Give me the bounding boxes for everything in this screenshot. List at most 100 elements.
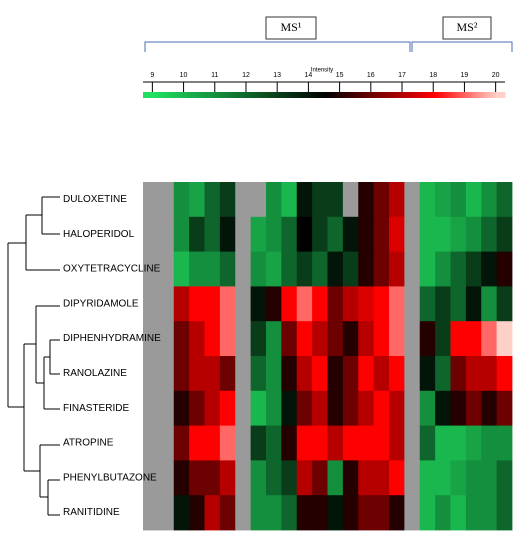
heatmap-cell xyxy=(450,495,467,531)
heatmap-cell xyxy=(358,460,375,496)
heatmap-cell xyxy=(296,182,313,218)
heatmap-cell xyxy=(173,321,190,357)
heatmap-cell xyxy=(219,356,236,392)
heatmap-cell xyxy=(219,286,236,322)
heatmap-cell xyxy=(173,251,190,287)
heatmap-cell xyxy=(250,251,267,287)
heatmap-cell xyxy=(389,495,405,531)
heatmap-cell xyxy=(266,425,282,461)
heatmap-cell xyxy=(389,286,405,322)
colorbar-segment xyxy=(248,92,253,98)
colorbar-segment xyxy=(245,92,250,98)
heatmap-cell xyxy=(435,216,451,252)
colorbar-segment xyxy=(444,92,449,98)
heatmap-cell xyxy=(496,390,513,426)
colorbar-segment xyxy=(435,92,440,98)
colorbar-tick-label: 18 xyxy=(429,72,437,79)
heatmap-cell xyxy=(481,216,498,252)
heatmap-cell xyxy=(173,495,190,531)
heatmap-cell xyxy=(173,286,190,322)
heatmap-cell xyxy=(296,460,313,496)
colorbar-segment xyxy=(363,92,367,98)
heatmap-cell xyxy=(327,495,344,531)
colorbar-segment xyxy=(441,92,446,98)
heatmap-cell xyxy=(281,356,298,392)
colorbar-segment xyxy=(317,92,322,98)
colorbar-segment xyxy=(477,92,482,98)
heatmap-cell xyxy=(342,390,359,426)
colorbar-segment xyxy=(155,92,159,98)
heatmap-cell xyxy=(312,425,328,461)
heatmap-cell xyxy=(250,216,267,252)
heatmap-cell xyxy=(143,390,159,426)
colorbar-segment xyxy=(290,92,295,98)
heatmap-cell xyxy=(496,321,513,357)
colorbar-segment xyxy=(372,92,376,98)
ms2-bracket xyxy=(411,41,513,52)
row-label: DULOXETINE xyxy=(63,194,127,205)
heatmap-cell xyxy=(404,495,421,531)
heatmap-cell xyxy=(481,251,498,287)
heatmap-cell xyxy=(266,356,282,392)
colorbar-segment xyxy=(480,92,485,98)
heatmap-cell xyxy=(204,425,221,461)
colorbar-segment xyxy=(311,92,316,98)
colorbar-tick-label: 17 xyxy=(398,72,406,79)
colorbar-segment xyxy=(387,92,391,98)
heatmap-cell xyxy=(250,182,267,218)
heatmap-cell xyxy=(358,495,375,531)
heatmap-cell xyxy=(465,425,482,461)
heatmap-cell xyxy=(189,216,205,252)
heatmap-cell xyxy=(496,182,513,218)
heatmap-cell xyxy=(342,425,359,461)
heatmap-cell xyxy=(496,495,513,531)
heatmap-cell xyxy=(312,390,328,426)
colorbar-segment xyxy=(167,92,171,98)
colorbar-segment xyxy=(426,92,431,98)
heatmap-cell xyxy=(158,495,175,531)
colorbar-segment xyxy=(432,92,437,98)
heatmap-cell xyxy=(296,286,313,322)
colorbar-segment xyxy=(381,92,385,98)
colorbar-segment xyxy=(161,92,165,98)
heatmap-cell xyxy=(173,460,190,496)
colorbar-segment xyxy=(438,92,443,98)
colorbar-segment xyxy=(465,92,470,98)
heatmap-cell xyxy=(481,390,498,426)
heatmap-cell xyxy=(373,286,390,322)
heatmap-cell xyxy=(250,390,267,426)
heatmap-cell xyxy=(296,251,313,287)
heatmap-cell xyxy=(373,460,390,496)
heatmap-cell xyxy=(235,425,252,461)
colorbar-segment xyxy=(357,92,361,98)
heatmap-cell xyxy=(342,495,359,531)
colorbar-segment xyxy=(384,92,388,98)
colorbar-segment xyxy=(164,92,168,98)
heatmap-cell xyxy=(296,216,313,252)
heatmap-cell xyxy=(342,460,359,496)
heatmap-cell xyxy=(281,495,298,531)
heatmap-cell xyxy=(465,286,482,322)
heatmap-cell xyxy=(419,390,436,426)
heatmap-cell xyxy=(250,356,267,392)
colorbar-segment xyxy=(495,92,500,98)
heatmap-cell xyxy=(373,356,390,392)
heatmap-cell xyxy=(158,286,175,322)
heatmap-cell xyxy=(235,356,252,392)
heatmap-cell xyxy=(404,390,421,426)
heatmap-cell xyxy=(327,182,344,218)
heatmap-cell xyxy=(189,460,205,496)
heatmap-cell xyxy=(312,216,328,252)
colorbar-segment xyxy=(459,92,464,98)
colorbar-segment xyxy=(179,92,183,98)
colorbar-segment xyxy=(275,92,280,98)
heatmap-cell xyxy=(404,425,421,461)
heatmap-cell xyxy=(266,182,282,218)
heatmap-cell xyxy=(342,251,359,287)
colorbar-tick-label: 11 xyxy=(211,72,218,79)
heatmap-cell xyxy=(143,495,159,531)
heatmap-cell xyxy=(204,216,221,252)
heatmap-cell xyxy=(419,356,436,392)
colorbar-segment xyxy=(206,92,210,98)
